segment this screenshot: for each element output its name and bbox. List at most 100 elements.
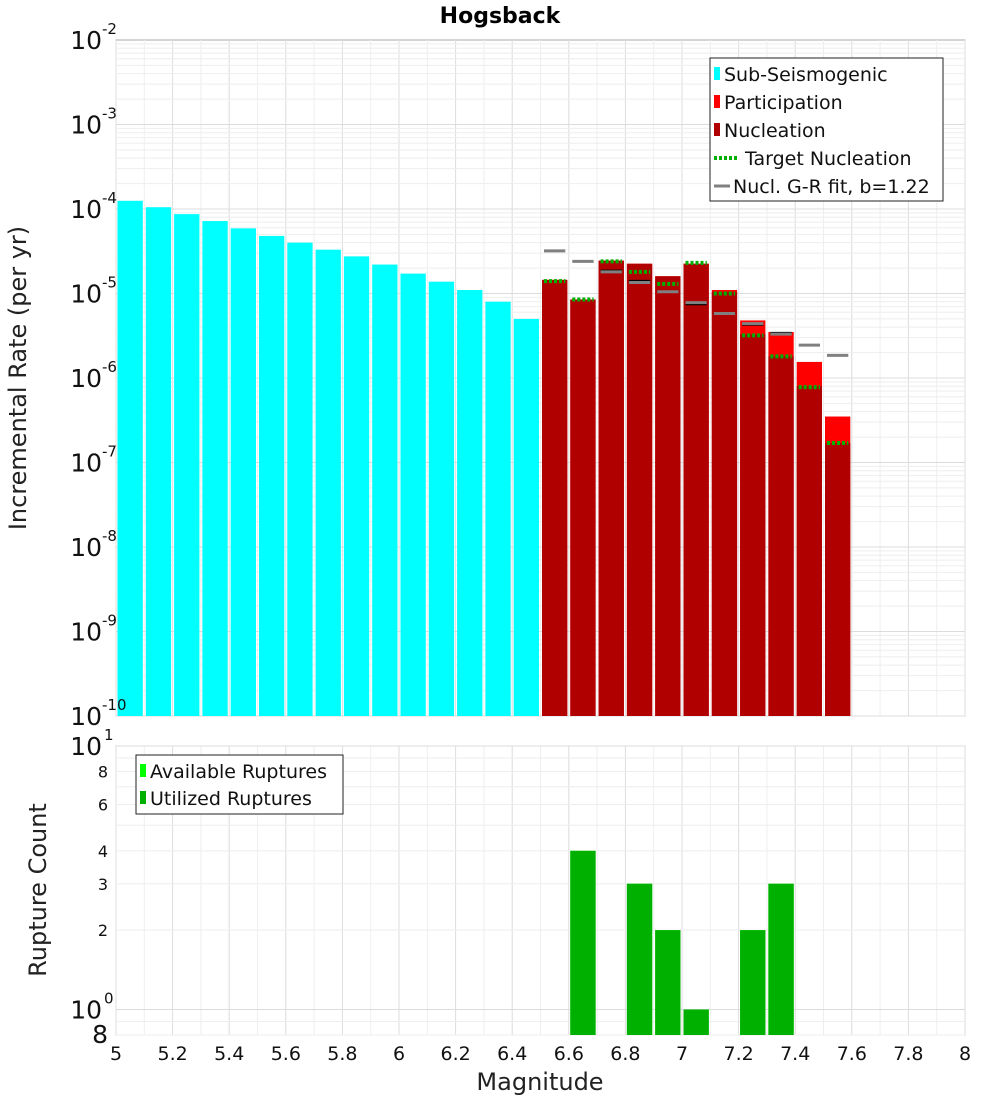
x-axis-title: Magnitude: [476, 1068, 603, 1096]
top-y-tick-exponent: -7: [102, 443, 117, 461]
nucleation-bar: [825, 443, 851, 716]
bottom-legend-box: [135, 754, 344, 815]
top-y-tick-base: 10: [70, 702, 102, 731]
legend-label: Target Nucleation: [744, 148, 912, 170]
x-tick-label: 5.6: [271, 1043, 301, 1065]
top-y-tick-base: 10: [70, 280, 102, 309]
x-tick-label: 7.8: [893, 1043, 923, 1065]
sub-seismogenic-bar: [259, 235, 285, 716]
sub-seismogenic-bar: [117, 200, 143, 717]
sub-seismogenic-bar: [315, 249, 341, 716]
x-axis-ticks: 5 5.2 5.4 5.6 5.8 6 6.2 6.4 6.6 6.8 7 7.2 7.4 7.6 7.8 8: [110, 1043, 971, 1065]
nucleation-bar: [796, 386, 822, 716]
bottom-legend: Available Ruptures Utilized Ruptures: [135, 754, 344, 815]
sub-seismogenic-bar: [202, 221, 228, 716]
sub-seismogenic-bar: [513, 318, 539, 716]
x-tick-label: 7.2: [723, 1043, 753, 1065]
legend-swatch: [140, 791, 146, 804]
x-tick-label: 7: [676, 1043, 688, 1065]
top-legend-item: Participation: [714, 92, 843, 114]
bottom-y-tick-exponent: 1: [104, 726, 114, 744]
legend-label: Utilized Ruptures: [150, 788, 312, 810]
top-plot-marks: [117, 200, 851, 717]
sub-seismogenic-bar: [343, 256, 370, 716]
nucleation-bar: [626, 263, 653, 716]
sub-seismogenic-bar: [428, 281, 455, 716]
top-y-tick-exponent: -4: [102, 189, 117, 207]
top-y-tick-base: 10: [70, 195, 102, 224]
bottom-y-tick-exponent: 0: [104, 989, 114, 1007]
utilized-ruptures-bar: [655, 930, 681, 1035]
utilized-ruptures-bar: [768, 883, 794, 1035]
top-legend-item: Sub-Seismogenic: [714, 64, 888, 86]
nucleation-bar: [740, 334, 766, 716]
utilized-ruptures-bar: [570, 850, 596, 1035]
x-tick-label: 6.2: [440, 1043, 470, 1065]
top-y-tick-exponent: -9: [102, 612, 117, 630]
top-y-tick-exponent: -8: [102, 527, 117, 545]
top-y-tick-base: 10: [70, 449, 102, 478]
utilized-ruptures-bar: [740, 930, 766, 1035]
x-tick-label: 5.2: [157, 1043, 187, 1065]
top-y-tick-exponent: -5: [102, 274, 117, 292]
x-tick-label: 6.4: [497, 1043, 527, 1065]
top-y-tick-exponent: -2: [102, 20, 117, 38]
top-y-tick-exponent: -3: [102, 105, 117, 123]
legend-swatch: [140, 764, 146, 777]
nucleation-bar: [768, 356, 794, 716]
bottom-y-major-tick: 10 0: [70, 989, 113, 1024]
x-tick-label: 6.6: [554, 1043, 584, 1065]
sub-seismogenic-bar: [287, 242, 313, 717]
top-legend-item: Nucl. G-R fit, b=1.22: [714, 176, 930, 198]
nucleation-bar: [683, 263, 709, 716]
bottom-y-minor-tick-label: 4: [98, 842, 108, 861]
legend-label: Nucl. G-R fit, b=1.22: [733, 176, 930, 198]
utilized-ruptures-bar: [626, 883, 653, 1035]
nucleation-bar: [570, 299, 596, 716]
top-y-tick: 10 -2: [70, 20, 117, 55]
top-y-tick: 10 -8: [70, 527, 117, 562]
legend-label: Available Ruptures: [150, 761, 327, 783]
nucleation-bar: [598, 260, 624, 716]
nucleation-bar: [542, 279, 568, 716]
bottom-y-floor-tick-label: 8: [92, 1020, 108, 1049]
x-tick-label: 5: [110, 1043, 122, 1065]
top-y-tick: 10 -3: [70, 105, 117, 140]
sub-seismogenic-bar: [230, 228, 256, 716]
x-tick-label: 7.4: [780, 1043, 810, 1065]
bottom-plot-marks: [570, 850, 794, 1035]
top-y-tick: 10 -10: [70, 696, 126, 731]
top-y-tick: 10 -5: [70, 274, 117, 309]
legend-swatch: [714, 67, 720, 80]
top-legend: Sub-Seismogenic Participation Nucleation Ta…: [709, 57, 944, 202]
legend-swatch: [714, 95, 720, 108]
bottom-y-minor-tick-label: 2: [98, 921, 108, 940]
bottom-y-minor-tick-label: 6: [98, 795, 108, 814]
top-y-axis-title: Incremental Rate (per yr): [4, 226, 32, 530]
bottom-legend-item: Available Ruptures: [140, 761, 327, 783]
bottom-y-tick-base: 10: [70, 995, 102, 1024]
top-y-tick-base: 10: [70, 364, 102, 393]
top-y-tick-exponent: -10: [102, 696, 127, 714]
x-tick-label: 6.8: [610, 1043, 640, 1065]
sub-seismogenic-bar: [174, 214, 200, 716]
sub-seismogenic-bar: [457, 290, 483, 716]
bottom-y-tick-base: 10: [70, 732, 102, 761]
x-tick-label: 6: [393, 1043, 405, 1065]
chart-title: Hogsback: [440, 4, 562, 29]
top-y-tick: 10 -7: [70, 443, 117, 478]
x-tick-label: 5.4: [214, 1043, 244, 1065]
top-legend-item: Nucleation: [714, 120, 826, 142]
top-y-tick-base: 10: [70, 618, 102, 647]
top-y-tick-base: 10: [70, 111, 102, 140]
top-legend-box: [709, 57, 944, 202]
x-tick-label: 8: [959, 1043, 971, 1065]
top-y-tick: 10 -6: [70, 358, 117, 393]
top-y-axis-ticks: 10-210-310-410-510-610-710-810-910-10: [70, 20, 126, 731]
legend-swatch: [714, 123, 720, 136]
utilized-ruptures-bar: [683, 1009, 709, 1035]
bottom-y-major-tick: 10 1: [70, 726, 113, 761]
top-y-tick-base: 10: [70, 26, 102, 55]
